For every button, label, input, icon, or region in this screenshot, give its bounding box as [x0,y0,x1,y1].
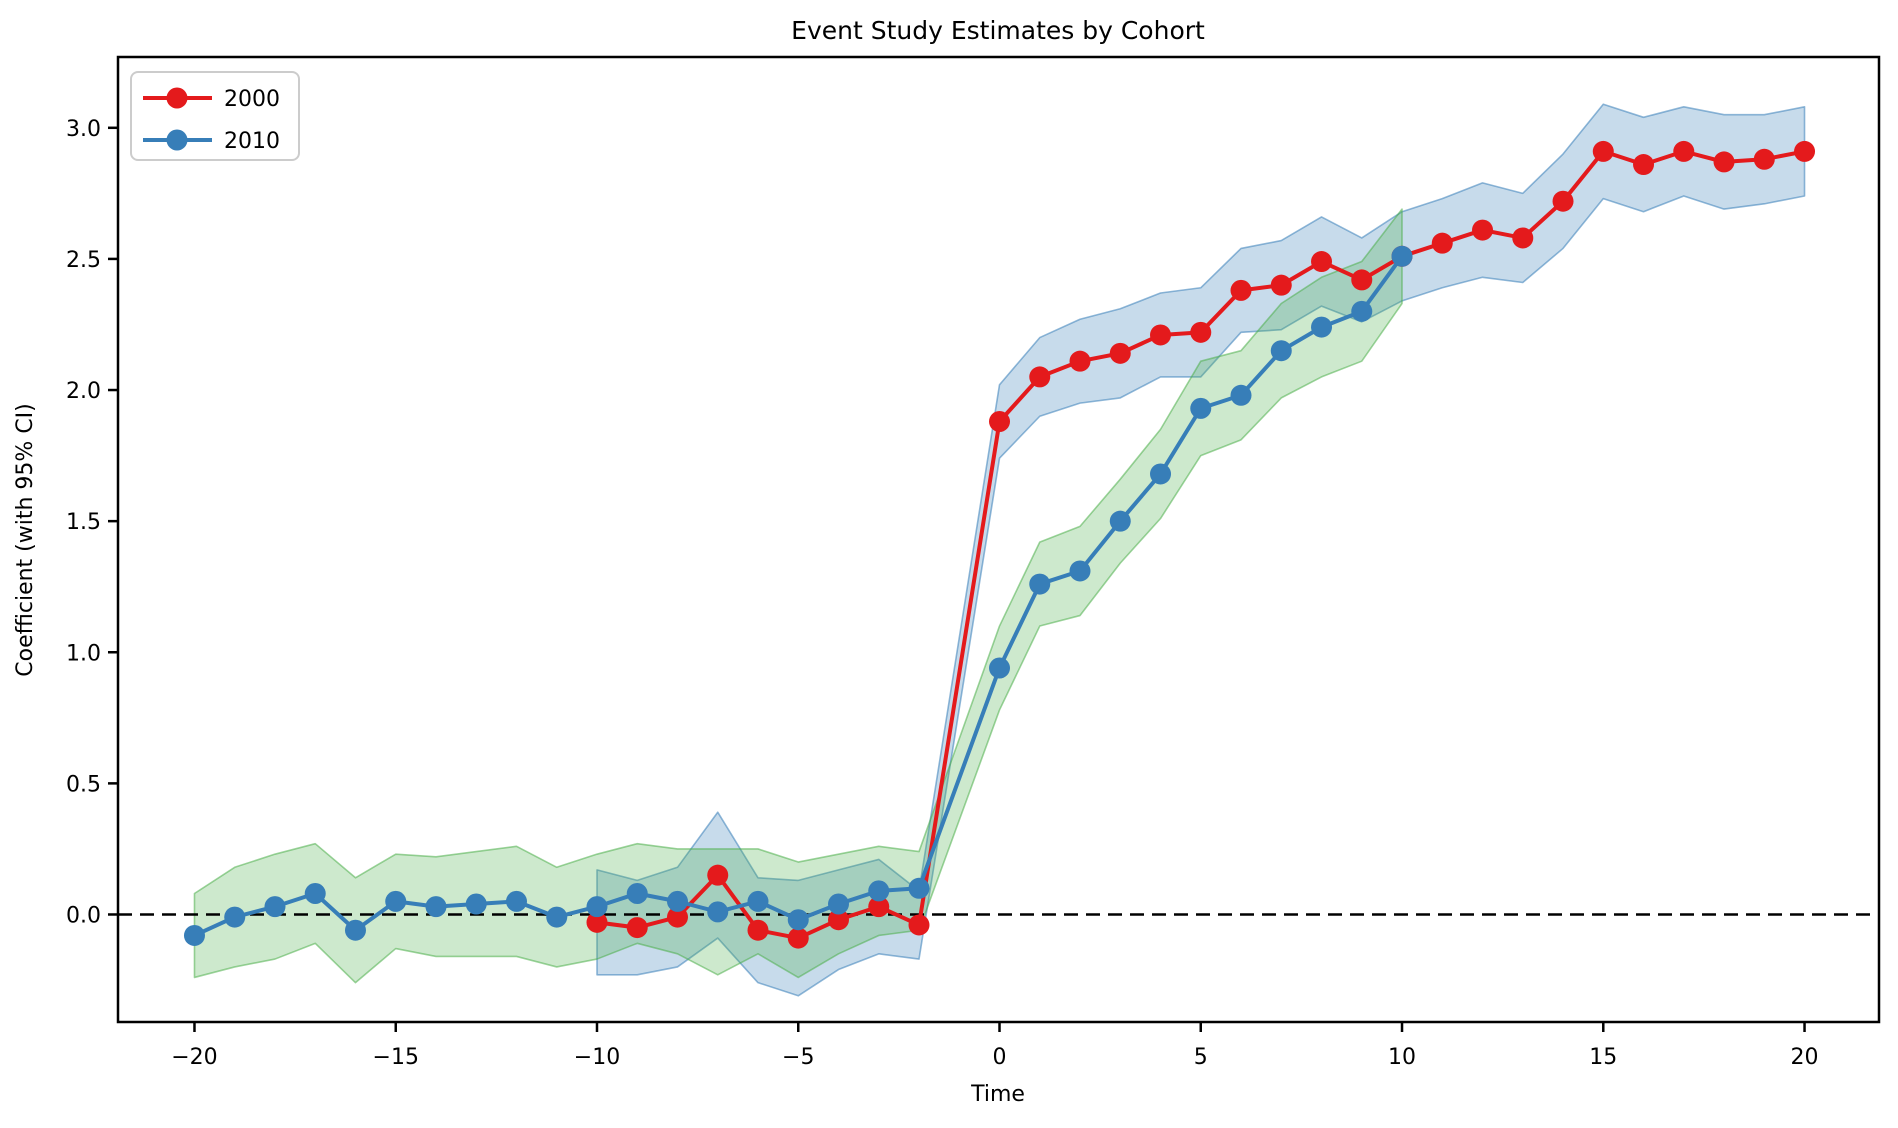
data-point-2010-t-2 [908,877,930,899]
x-tick-label: 0 [993,1045,1007,1070]
data-point-2000-t15 [1592,140,1614,162]
data-point-2000-t0 [989,410,1011,432]
data-point-2000-t-2 [908,914,930,936]
data-point-2000-t-8 [666,906,688,928]
data-point-2000-t4 [1150,324,1172,346]
data-point-2010-t-5 [787,909,809,931]
data-point-2010-t0 [989,657,1011,679]
data-point-2000-t-5 [787,927,809,949]
data-point-2010-t-17 [304,883,326,905]
y-tick-label: 0.0 [66,903,101,928]
data-point-2000-t18 [1713,151,1735,173]
data-point-2010-t-15 [385,890,407,912]
data-point-2000-t16 [1633,154,1655,176]
data-point-2000-t-3 [868,896,890,918]
x-tick-label: −5 [782,1045,814,1070]
x-tick-label: 15 [1589,1045,1617,1070]
data-point-2000-t19 [1753,148,1775,170]
data-point-2010-t6 [1230,384,1252,406]
data-point-2010-t-12 [505,890,527,912]
data-point-2010-t-9 [626,883,648,905]
data-point-2000-t14 [1552,190,1574,212]
data-point-2010-t-18 [264,896,286,918]
data-point-2010-t-3 [868,880,890,902]
ci-bands-layer [193,103,1806,997]
data-point-2000-t8 [1311,251,1333,273]
data-point-2000-t1 [1029,366,1051,388]
data-point-2000-t-10 [586,911,608,933]
data-point-2010-t5 [1190,397,1212,419]
data-point-2010-t-10 [586,896,608,918]
data-point-2000-t-4 [828,909,850,931]
y-tick-label: 0.5 [66,772,101,797]
data-point-2000-t12 [1472,219,1494,241]
data-point-2010-t1 [1029,573,1051,595]
series-line-2000 [594,149,1807,941]
data-point-2010-t2 [1069,560,1091,582]
data-point-2010-t-14 [425,896,447,918]
data-point-2010-t7 [1270,340,1292,362]
data-point-2000-t3 [1109,342,1131,364]
y-tick-label: 1.0 [66,641,101,666]
x-tick-label: −10 [574,1045,620,1070]
data-point-2010-t4 [1150,463,1172,485]
data-point-2010-t-11 [546,906,568,928]
x-tick-label: 20 [1791,1045,1819,1070]
data-point-2010-t-7 [707,901,729,923]
y-tick-label: 1.5 [66,510,101,535]
data-point-2010-t-13 [465,893,487,915]
data-point-2000-t-6 [747,919,769,941]
legend-label-2010: 2010 [224,129,280,154]
data-point-2010-t3 [1109,510,1131,532]
y-axis-label: Coefficient (with 95% CI) [13,403,38,677]
data-point-2000-t2 [1069,350,1091,372]
series-markers-2010 [183,245,1413,946]
data-point-2000-t-9 [626,917,648,939]
data-point-2000-t17 [1673,140,1695,162]
legend-marker-2010 [166,129,188,151]
data-point-2000-t-7 [707,864,729,886]
x-axis-label: Time [970,1082,1025,1107]
ci-band-2010 [193,208,1403,984]
x-tick-label: −20 [171,1045,217,1070]
data-point-2010-t9 [1351,300,1373,322]
series-layer [183,140,1816,949]
ticks-layer: −20 −15 −10 −5 0 5 10 15 20 0.0 0.5 1.0 1.5 2.0 2.5 3.0 [66,117,1819,1070]
data-point-2010-t-20 [183,924,205,946]
x-tick-label: 10 [1388,1045,1416,1070]
y-tick-label: 3.0 [66,117,101,142]
x-tick-label: −15 [373,1045,419,1070]
data-point-2000-t13 [1512,227,1534,249]
data-point-2000-t5 [1190,321,1212,343]
y-tick-label: 2.0 [66,379,101,404]
legend: 2000 2010 [130,71,300,161]
data-point-2000-t20 [1794,140,1816,162]
data-point-2010-t-6 [747,890,769,912]
data-point-2010-t-16 [344,919,366,941]
data-point-2000-t11 [1431,232,1453,254]
y-tick-label: 2.5 [66,248,101,273]
legend-label-2000: 2000 [224,87,280,112]
chart-title: Event Study Estimates by Cohort [791,16,1205,45]
legend-marker-2000 [166,87,188,109]
series-markers-2000 [586,140,1816,949]
data-point-2010-t-8 [666,890,688,912]
data-point-2000-t6 [1230,279,1252,301]
x-tick-label: 5 [1194,1045,1208,1070]
data-point-2010-t8 [1311,316,1333,338]
data-point-2010-t-19 [224,906,246,928]
data-point-2000-t7 [1270,274,1292,296]
data-point-2010-t10 [1391,245,1413,267]
data-point-2000-t9 [1351,269,1373,291]
data-point-2010-t-4 [828,893,850,915]
